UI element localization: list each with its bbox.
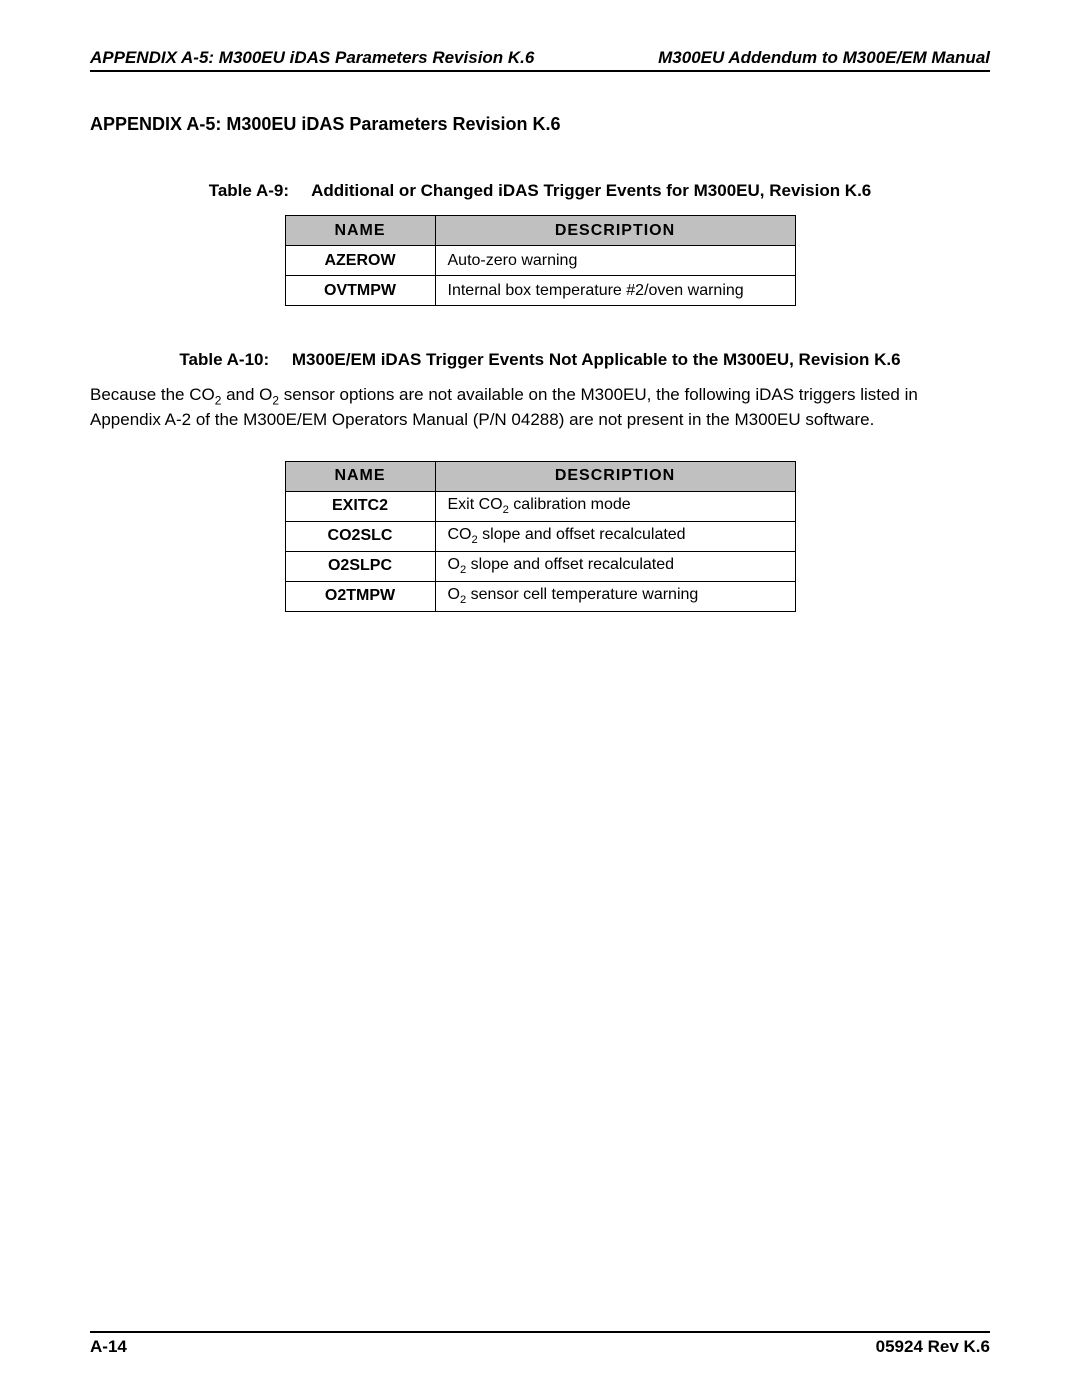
table-a10-col-name: NAME [285, 461, 435, 491]
section-title: APPENDIX A-5: M300EU iDAS Parameters Rev… [90, 114, 990, 135]
table-row: O2SLPC O2 slope and offset recalculated [285, 551, 795, 581]
table-a10-caption-num: Table A-10: [179, 350, 269, 369]
table-a10-intro: Because the CO2 and O2 sensor options ar… [90, 384, 990, 431]
page-footer: A-14 05924 Rev K.6 [90, 1331, 990, 1357]
table-a9-caption: Table A-9: Additional or Changed iDAS Tr… [90, 181, 990, 201]
table-a10-desc: CO2 slope and offset recalculated [435, 521, 795, 551]
table-a10-caption: Table A-10: M300E/EM iDAS Trigger Events… [90, 350, 990, 370]
table-a9-col-name: NAME [285, 216, 435, 246]
table-a10-desc: Exit CO2 calibration mode [435, 491, 795, 521]
footer-right: 05924 Rev K.6 [876, 1337, 990, 1357]
table-a10-name: EXITC2 [285, 491, 435, 521]
table-a9-name: OVTMPW [285, 276, 435, 306]
table-a10: NAME DESCRIPTION EXITC2 Exit CO2 calibra… [285, 461, 796, 612]
table-a10-name: O2TMPW [285, 581, 435, 611]
table-a9-caption-num: Table A-9: [209, 181, 289, 200]
header-right: M300EU Addendum to M300E/EM Manual [658, 48, 990, 68]
table-a10-header-row: NAME DESCRIPTION [285, 461, 795, 491]
table-a9-col-desc: DESCRIPTION [435, 216, 795, 246]
table-a10-col-desc: DESCRIPTION [435, 461, 795, 491]
document-page: APPENDIX A-5: M300EU iDAS Parameters Rev… [0, 0, 1080, 1397]
table-a9-desc: Auto-zero warning [435, 246, 795, 276]
table-a9-desc: Internal box temperature #2/oven warning [435, 276, 795, 306]
table-a10-caption-text: M300E/EM iDAS Trigger Events Not Applica… [292, 350, 901, 369]
header-left: APPENDIX A-5: M300EU iDAS Parameters Rev… [90, 48, 534, 68]
table-row: AZEROW Auto-zero warning [285, 246, 795, 276]
table-row: CO2SLC CO2 slope and offset recalculated [285, 521, 795, 551]
footer-left: A-14 [90, 1337, 127, 1357]
table-a10-desc: O2 sensor cell temperature warning [435, 581, 795, 611]
table-a10-desc: O2 slope and offset recalculated [435, 551, 795, 581]
table-row: O2TMPW O2 sensor cell temperature warnin… [285, 581, 795, 611]
table-a9-name: AZEROW [285, 246, 435, 276]
running-header: APPENDIX A-5: M300EU iDAS Parameters Rev… [90, 48, 990, 72]
table-row: EXITC2 Exit CO2 calibration mode [285, 491, 795, 521]
table-a9-caption-text: Additional or Changed iDAS Trigger Event… [311, 181, 871, 200]
table-row: OVTMPW Internal box temperature #2/oven … [285, 276, 795, 306]
table-a9: NAME DESCRIPTION AZEROW Auto-zero warnin… [285, 215, 796, 306]
table-a10-name: O2SLPC [285, 551, 435, 581]
table-a10-name: CO2SLC [285, 521, 435, 551]
table-a9-header-row: NAME DESCRIPTION [285, 216, 795, 246]
